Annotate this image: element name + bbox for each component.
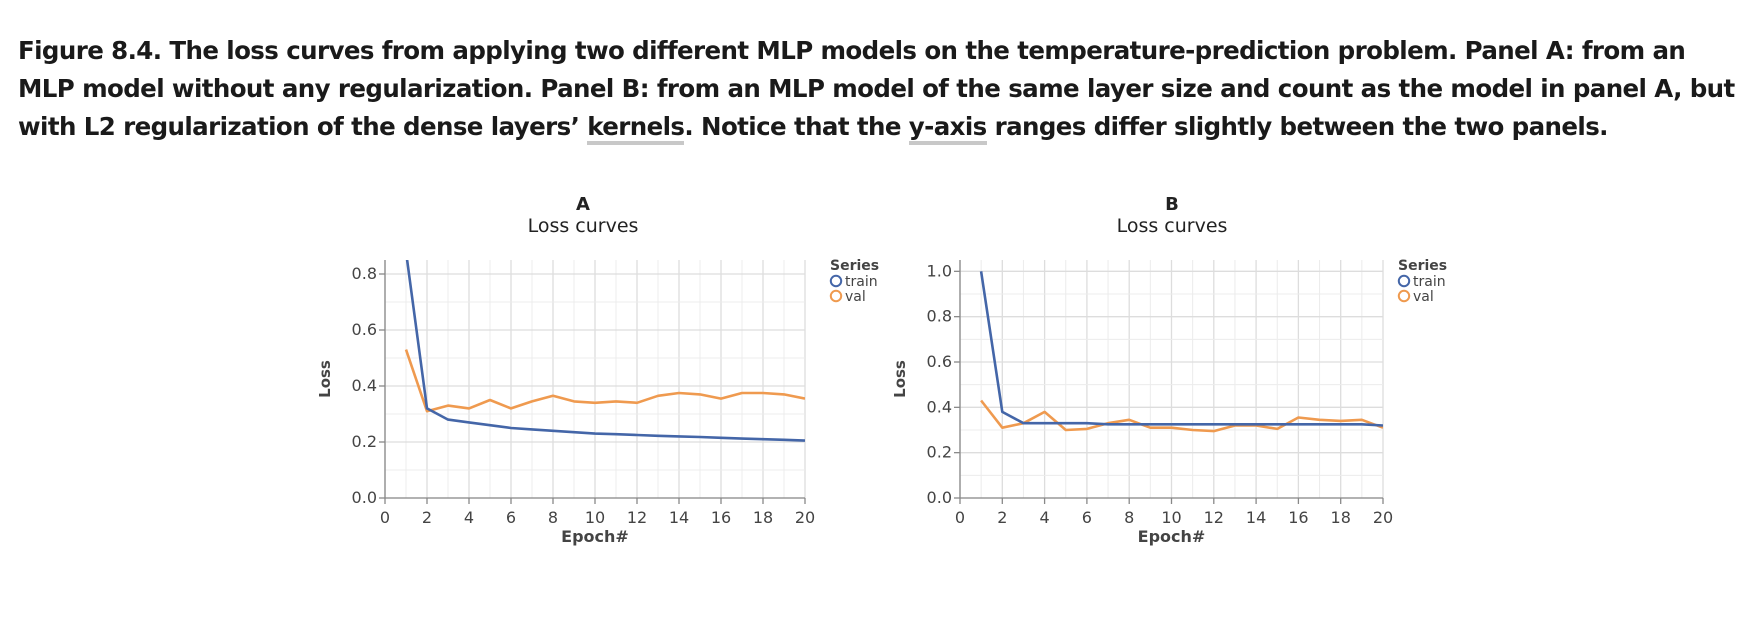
caption-text-3: ranges differ slightly between the two p… — [986, 112, 1609, 141]
x-tick-label: 8 — [548, 508, 558, 527]
legend-label-train: train — [845, 274, 878, 290]
x-tick-label: 16 — [1288, 508, 1308, 527]
caption-text-2: . Notice that the — [684, 112, 909, 141]
x-axis-label: Epoch# — [561, 527, 629, 546]
kernels-link[interactable]: kernels — [587, 112, 685, 145]
x-tick-label: 10 — [585, 508, 605, 527]
series-line-val — [980, 399, 1383, 433]
chart-title: Loss curves — [1117, 215, 1228, 237]
x-tick-label: 10 — [1161, 508, 1181, 527]
y-tick-label: 0.6 — [352, 320, 377, 339]
figure-caption: Figure 8.4. The loss curves from applyin… — [18, 32, 1748, 146]
x-tick-label: 20 — [795, 508, 815, 527]
x-tick-label: 6 — [1082, 508, 1092, 527]
legend-label-train: train — [1413, 274, 1446, 290]
x-tick-label: 14 — [1246, 508, 1266, 527]
legend-title: Series — [1398, 258, 1447, 274]
x-tick-label: 12 — [627, 508, 647, 527]
chart-title: Loss curves — [528, 215, 639, 237]
y-tick-label: 0.8 — [927, 307, 952, 326]
legend-label-val: val — [1413, 289, 1434, 305]
panel-label: B — [1165, 194, 1179, 215]
panel-label: A — [576, 194, 590, 215]
x-tick-label: 0 — [380, 508, 390, 527]
y-axis-label: Loss — [891, 360, 909, 398]
y-axis-link[interactable]: y-axis — [908, 112, 987, 145]
caption-text-1: Figure 8.4. The loss curves from applyin… — [18, 36, 1735, 141]
x-tick-label: 4 — [464, 508, 474, 527]
x-tick-label: 6 — [506, 508, 516, 527]
y-tick-label: 1.0 — [927, 261, 952, 280]
x-tick-label: 2 — [997, 508, 1007, 527]
y-tick-label: 0.4 — [927, 397, 952, 416]
y-tick-label: 0.0 — [352, 488, 377, 507]
x-tick-label: 18 — [1331, 508, 1351, 527]
y-tick-label: 0.0 — [927, 488, 952, 507]
x-tick-label: 18 — [753, 508, 773, 527]
y-tick-label: 0.6 — [927, 352, 952, 371]
x-tick-label: 16 — [711, 508, 731, 527]
x-tick-label: 0 — [955, 508, 965, 527]
y-tick-label: 0.4 — [352, 376, 377, 395]
x-tick-label: 14 — [669, 508, 689, 527]
series-line-val — [404, 349, 805, 413]
legend-marker-train — [1397, 274, 1411, 288]
x-tick-label: 8 — [1124, 508, 1134, 527]
x-tick-label: 20 — [1373, 508, 1393, 527]
legend-marker-val — [829, 289, 843, 303]
legend-title: Series — [830, 258, 879, 274]
legend-marker-val — [1397, 289, 1411, 303]
x-tick-label: 4 — [1040, 508, 1050, 527]
y-axis-label: Loss — [316, 360, 334, 398]
y-tick-label: 0.2 — [352, 432, 377, 451]
x-tick-label: 2 — [422, 508, 432, 527]
legend-marker-train — [829, 274, 843, 288]
x-tick-label: 12 — [1204, 508, 1224, 527]
legend-label-val: val — [845, 289, 866, 305]
y-tick-label: 0.8 — [352, 264, 377, 283]
y-tick-label: 0.2 — [927, 443, 952, 462]
series-line-train — [979, 271, 1383, 427]
x-axis-label: Epoch# — [1138, 527, 1206, 546]
series-line-train — [405, 260, 805, 442]
